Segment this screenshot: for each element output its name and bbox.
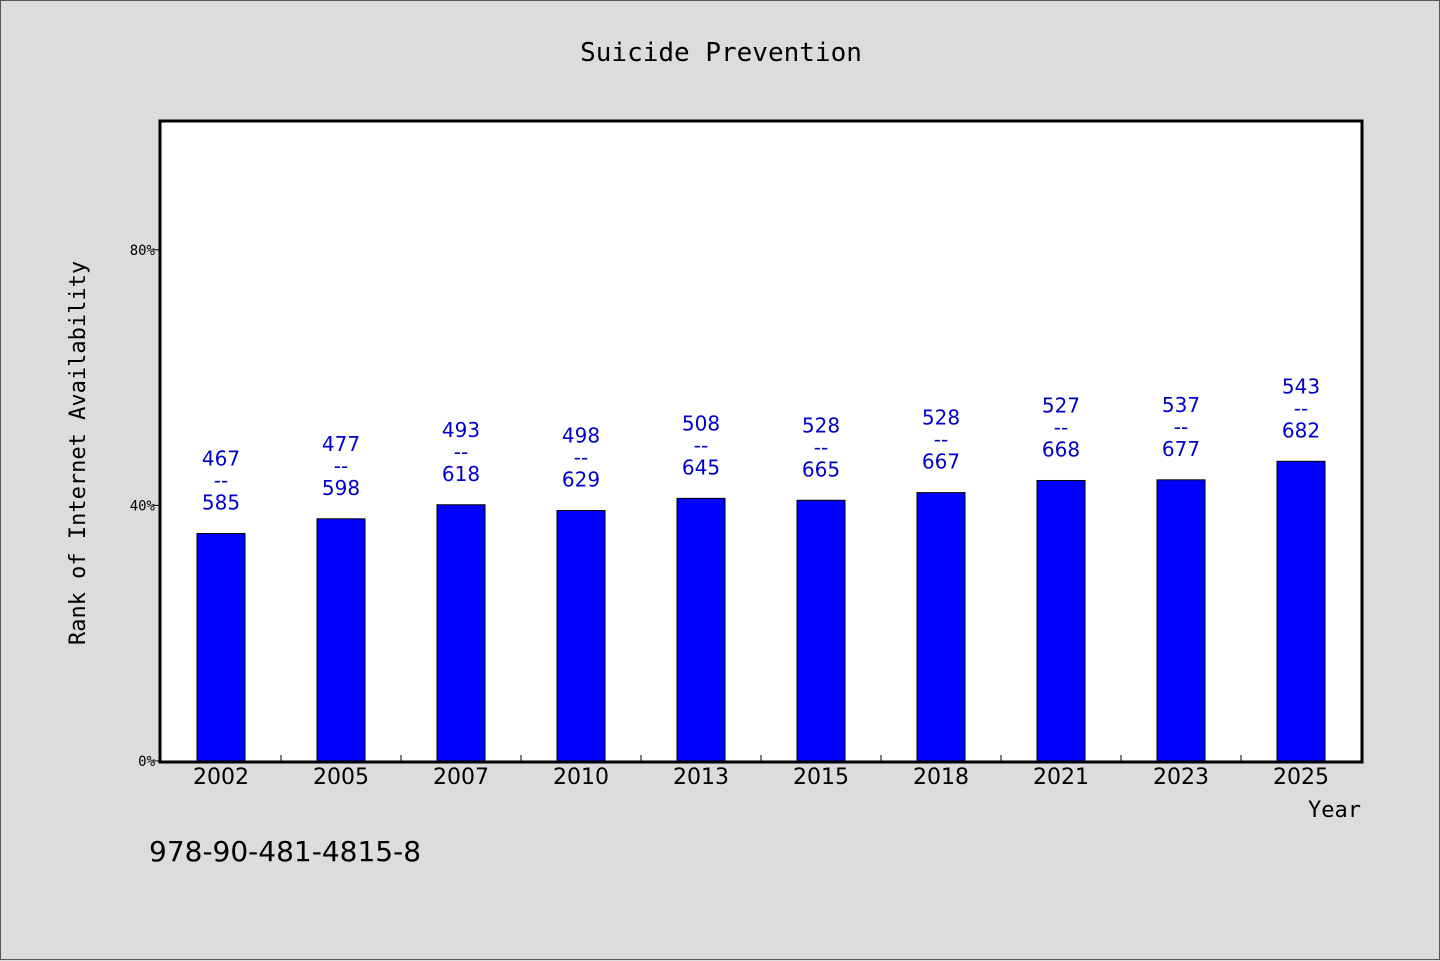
bars-group xyxy=(196,460,1326,762)
data-label-2005-sep: -- xyxy=(334,454,348,478)
data-label-2018-low: 528 xyxy=(922,406,960,430)
data-label-2005-high: 598 xyxy=(322,476,360,500)
data-label-2007-low: 493 xyxy=(442,418,480,442)
x-tick-label-2025: 2025 xyxy=(1273,765,1329,790)
data-label-2015-low: 528 xyxy=(802,413,840,437)
x-tick-label-2023: 2023 xyxy=(1153,765,1209,790)
x-tick-label-2002: 2002 xyxy=(193,765,249,790)
data-label-2013-sep: -- xyxy=(694,433,708,457)
data-label-2002-high: 585 xyxy=(202,491,240,515)
data-label-2013-low: 508 xyxy=(682,411,720,435)
data-label-2013-high: 645 xyxy=(682,455,720,479)
data-label-2007-high: 618 xyxy=(442,462,480,486)
bar-2010 xyxy=(556,510,606,762)
bar-2002 xyxy=(196,533,246,762)
x-tick-label-2005: 2005 xyxy=(313,765,369,790)
data-label-2007-sep: -- xyxy=(454,440,468,464)
data-label-2010-sep: -- xyxy=(574,446,588,470)
y-axis-label: Rank of Internet Availability xyxy=(66,261,91,645)
data-label-2002-sep: -- xyxy=(214,469,228,493)
footer-isbn: 978-90-481-4815-8 xyxy=(149,835,422,868)
data-label-2023-low: 537 xyxy=(1162,393,1200,417)
data-label-2023-high: 677 xyxy=(1162,437,1200,461)
bar-2025 xyxy=(1276,460,1326,762)
bar-2021 xyxy=(1036,479,1086,762)
data-label-2025-high: 682 xyxy=(1282,418,1320,442)
data-labels-group: 467--585477--598493--618498--629508--645… xyxy=(202,374,1320,514)
x-axis-ticks: 2002 2005 2007 2010 2013 2015 2018 2021 2023 2025 xyxy=(193,755,1329,790)
x-tick-label-2021: 2021 xyxy=(1033,765,1089,790)
data-label-2010-high: 629 xyxy=(562,468,600,492)
x-tick-label-2018: 2018 xyxy=(913,765,969,790)
bar-2018 xyxy=(916,492,966,762)
data-label-2010-low: 498 xyxy=(562,424,600,448)
bar-2005 xyxy=(316,518,366,762)
data-label-2021-sep: -- xyxy=(1054,415,1068,439)
data-label-2015-high: 665 xyxy=(802,457,840,481)
y-axis-ticks: 0% 40% 80% xyxy=(130,243,161,770)
data-label-2021-low: 527 xyxy=(1042,393,1080,417)
data-label-2018-sep: -- xyxy=(934,428,948,452)
data-label-2025-sep: -- xyxy=(1294,396,1308,420)
data-label-2021-high: 668 xyxy=(1042,437,1080,461)
data-label-2018-high: 667 xyxy=(922,450,960,474)
y-tick-label-40: 40% xyxy=(130,498,156,514)
chart-title: Suicide Prevention xyxy=(580,38,862,68)
x-tick-label-2010: 2010 xyxy=(553,765,609,790)
bar-2007 xyxy=(436,504,486,762)
data-label-2015-sep: -- xyxy=(814,435,828,459)
data-label-2005-low: 477 xyxy=(322,432,360,456)
x-tick-label-2007: 2007 xyxy=(433,765,489,790)
x-tick-label-2015: 2015 xyxy=(793,765,849,790)
bar-2013 xyxy=(676,497,726,762)
data-label-2002-low: 467 xyxy=(202,447,240,471)
bar-2023 xyxy=(1156,479,1206,762)
data-label-2025-low: 543 xyxy=(1282,374,1320,398)
data-label-2023-sep: -- xyxy=(1174,415,1188,439)
y-tick-label-80: 80% xyxy=(130,243,156,259)
bar-2015 xyxy=(796,499,846,762)
x-axis-label: Year xyxy=(1308,798,1361,823)
y-tick-label-0: 0% xyxy=(138,754,155,770)
x-tick-label-2013: 2013 xyxy=(673,765,729,790)
